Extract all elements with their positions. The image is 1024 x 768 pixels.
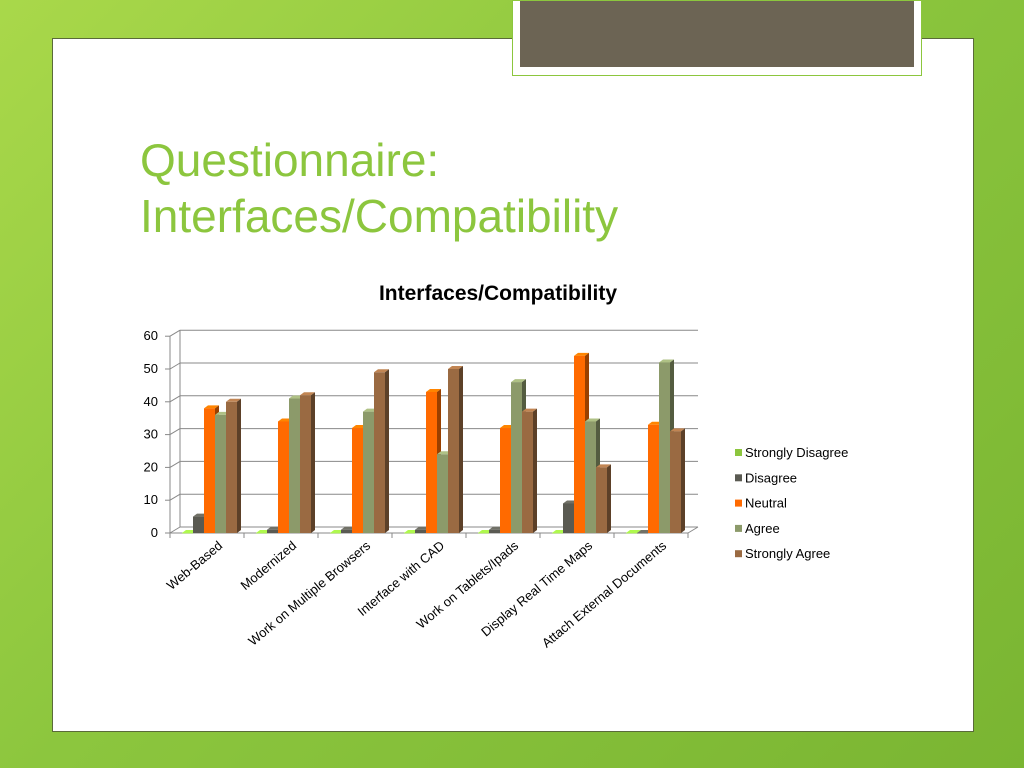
legend-label: Neutral bbox=[745, 496, 787, 511]
bar-strongly-agree bbox=[596, 464, 611, 533]
x-category-label: Modernized bbox=[238, 538, 300, 593]
header-block bbox=[512, 0, 922, 76]
legend-label: Strongly Agree bbox=[745, 546, 830, 561]
bar-strongly-agree bbox=[448, 366, 463, 533]
legend-swatch bbox=[735, 449, 742, 456]
gridline-diag bbox=[169, 395, 181, 403]
legend-label: Agree bbox=[745, 521, 780, 536]
legend-swatch bbox=[735, 550, 742, 558]
legend-item: Agree bbox=[735, 521, 780, 536]
chart-bars bbox=[182, 352, 685, 534]
bar-strongly-agree bbox=[300, 392, 315, 533]
bar-strongly-agree bbox=[226, 398, 241, 533]
legend-item: Strongly Agree bbox=[735, 546, 830, 561]
y-axis-ticks: 0 10 20 30 40 50 60 bbox=[144, 328, 158, 540]
y-tick-label: 0 bbox=[151, 525, 158, 540]
gridline-diag bbox=[169, 428, 181, 436]
y-tick-label: 50 bbox=[144, 361, 158, 376]
slide-title-line-2: Interfaces/Compatibility bbox=[140, 190, 619, 242]
x-category-label: Attach External Documents bbox=[539, 537, 670, 650]
gridline-diag bbox=[169, 329, 181, 337]
gridline-diag bbox=[169, 460, 181, 468]
legend-label: Disagree bbox=[745, 470, 797, 485]
gridline-diag bbox=[169, 526, 181, 534]
gridline-diag bbox=[169, 362, 181, 370]
y-tick-label: 60 bbox=[144, 328, 158, 343]
x-axis-depth bbox=[687, 526, 699, 534]
legend-swatch bbox=[735, 499, 742, 507]
legend-item: Disagree bbox=[735, 470, 797, 485]
bar-strongly-agree bbox=[522, 408, 537, 533]
y-tick-label: 20 bbox=[144, 459, 158, 474]
legend-label: Strongly Disagree bbox=[745, 445, 848, 460]
bar-strongly-agree bbox=[374, 369, 389, 533]
chart-title: Interfaces/Compatibility bbox=[379, 282, 617, 305]
bar-strongly-disagree bbox=[626, 530, 641, 534]
legend-swatch bbox=[735, 524, 742, 532]
chart-legend: Strongly Disagree Disagree Neutral Agree Str… bbox=[735, 445, 848, 561]
legend-swatch bbox=[735, 474, 742, 482]
y-tick-label: 40 bbox=[144, 394, 158, 409]
header-block-fill bbox=[520, 1, 914, 67]
y-tick-label: 10 bbox=[144, 492, 158, 507]
bar-strongly-agree bbox=[670, 428, 685, 533]
legend-item: Neutral bbox=[735, 496, 787, 511]
slide-title: Questionnaire: Interfaces/Compatibility bbox=[140, 132, 900, 244]
gridline-diag bbox=[169, 493, 181, 501]
x-category-label: Web-Based bbox=[164, 538, 225, 593]
slide-title-line-1: Questionnaire: bbox=[140, 134, 440, 186]
legend-item: Strongly Disagree bbox=[735, 445, 848, 460]
x-category-label: Work on Multiple Browsers bbox=[245, 537, 373, 648]
y-tick-label: 30 bbox=[144, 427, 158, 442]
